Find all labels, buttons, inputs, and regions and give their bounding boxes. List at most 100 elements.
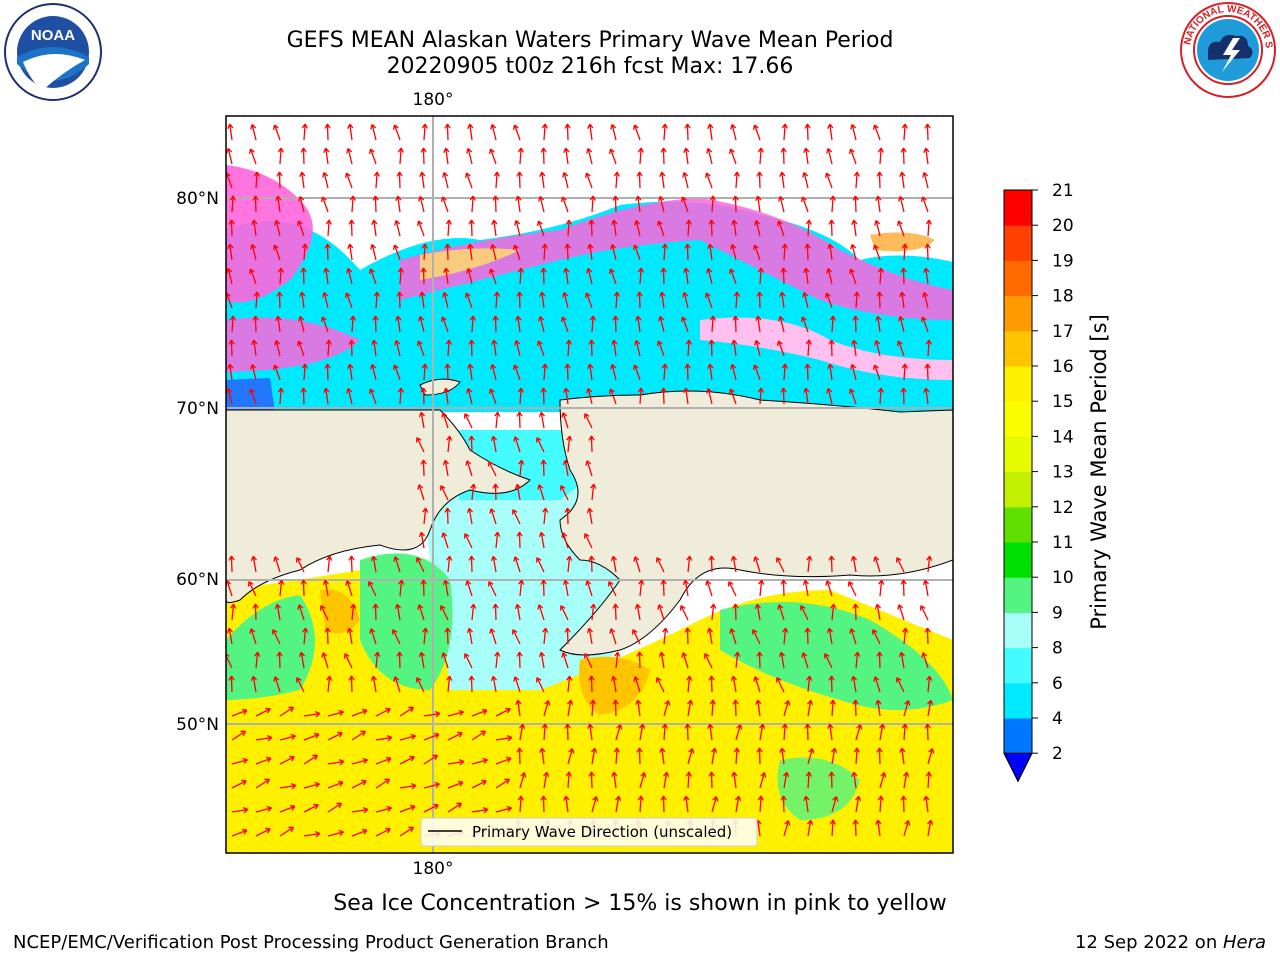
colorbar-tick-label: 21 (1052, 181, 1074, 201)
wave-arrow (632, 124, 641, 141)
wave-arrow (662, 627, 669, 645)
wave-arrow (778, 651, 785, 669)
wave-arrow (728, 148, 737, 165)
wave-arrow (637, 795, 644, 813)
wave-arrow (394, 340, 401, 357)
wave-arrow (253, 171, 260, 189)
wave-arrow (586, 388, 593, 405)
wave-arrow (727, 581, 737, 597)
wave-arrow (471, 730, 487, 741)
wave-arrow (732, 699, 739, 717)
wave-arrow (535, 437, 545, 453)
wave-arrow (588, 675, 595, 693)
wave-arrow (416, 220, 425, 237)
wave-arrow (562, 579, 569, 597)
wave-arrow (447, 731, 463, 741)
wave-arrow (327, 759, 345, 766)
wave-arrow (279, 755, 295, 765)
wave-arrow (445, 339, 452, 357)
wave-arrow (636, 171, 643, 189)
colorbar-segment (1004, 612, 1032, 649)
wave-arrow (778, 316, 785, 333)
wave-arrow (368, 148, 377, 165)
wave-arrow (535, 557, 545, 573)
wave-arrow (566, 435, 573, 453)
wave-arrow (418, 411, 425, 429)
wave-arrow (300, 387, 307, 405)
wave-arrow (803, 387, 810, 405)
wave-arrow (559, 485, 569, 501)
wave-arrow (704, 292, 713, 309)
wave-arrow (250, 244, 257, 261)
wave-arrow (277, 387, 284, 405)
wave-arrow (783, 820, 791, 837)
wave-arrow (420, 147, 427, 165)
wave-arrow (495, 756, 512, 765)
wave-arrow (399, 826, 415, 837)
wave-arrow (517, 795, 524, 813)
wave-arrow (896, 220, 905, 237)
wave-arrow (850, 244, 857, 261)
wave-arrow (301, 243, 308, 261)
colorbar-segment (1004, 647, 1032, 684)
wave-arrow (852, 819, 859, 837)
wave-arrow (588, 219, 595, 237)
wave-arrow (852, 195, 859, 213)
wave-arrow (492, 483, 499, 501)
wave-arrow (755, 315, 762, 333)
branch-credit: NCEP/EMC/Verification Post Processing Pr… (13, 932, 609, 953)
wave-arrow (658, 316, 665, 333)
wave-arrow (536, 340, 545, 357)
wave-arrow (852, 315, 859, 333)
wave-arrow (872, 244, 881, 261)
wave-arrow (327, 780, 344, 789)
wave-arrow (923, 267, 930, 285)
wave-arrow (586, 627, 593, 645)
wave-arrow (372, 195, 379, 213)
wave-arrow (543, 700, 551, 717)
wave-arrow (827, 123, 834, 141)
wave-arrow (471, 757, 488, 765)
wave-arrow (276, 651, 283, 669)
wave-arrow (634, 220, 641, 237)
wave-arrow (228, 555, 235, 573)
wave-arrow (706, 148, 713, 165)
wave-arrow (323, 387, 330, 405)
wave-arrow (444, 627, 451, 645)
wave-arrow (300, 579, 307, 597)
wave-arrow (923, 147, 930, 165)
wave-arrow (831, 747, 838, 765)
wave-arrow (300, 267, 307, 285)
wave-arrow (780, 795, 787, 813)
wave-arrow (516, 291, 523, 309)
wave-arrow (565, 339, 572, 357)
wave-arrow (488, 388, 497, 405)
wave-arrow (775, 557, 785, 573)
wave-arrow (877, 795, 884, 813)
wave-arrow (783, 771, 790, 789)
wave-arrow (782, 627, 789, 645)
wave-arrow (564, 507, 571, 525)
wave-arrow (923, 387, 930, 405)
wave-arrow (895, 557, 905, 573)
wave-arrow (612, 195, 619, 213)
wave-arrow (826, 388, 833, 405)
wave-arrow (776, 340, 785, 357)
wave-arrow (251, 339, 258, 357)
wave-arrow (877, 147, 884, 165)
wave-arrow (903, 820, 911, 837)
wave-arrow (775, 677, 785, 693)
wave-arrow (517, 147, 524, 165)
wave-arrow (319, 605, 329, 621)
wave-arrow (874, 340, 881, 357)
wave-arrow (561, 532, 569, 549)
wave-arrow (730, 675, 737, 693)
wave-arrow (922, 292, 929, 309)
wave-arrow (492, 315, 499, 333)
wave-arrow (759, 772, 767, 789)
wave-arrow (444, 507, 451, 525)
wave-arrow (927, 748, 935, 765)
wave-arrow (538, 316, 545, 333)
colorbar-tick-label: 15 (1052, 392, 1074, 412)
wave-arrow (394, 220, 401, 237)
